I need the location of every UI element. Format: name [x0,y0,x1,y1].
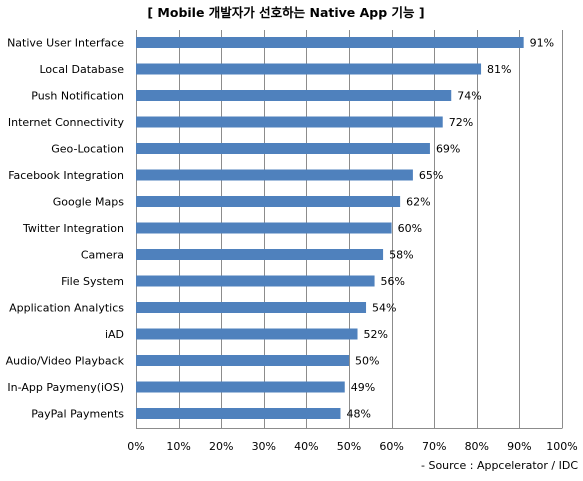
bar [136,222,392,234]
category-labels: Native User Interface Local Database Push … [6,37,125,421]
x-tick-label: 60% [379,440,403,453]
bar [136,249,384,260]
bar [136,408,341,419]
x-tick-labels: 0% 10% 20% 30% 40% 50% 60% 70% 80% 90% 100% [127,440,577,453]
category-label: Local Database [40,63,125,76]
value-label: 60% [398,222,422,235]
category-label: PayPal Payments [31,408,124,421]
value-label: 81% [487,63,511,76]
x-tick-label: 80% [465,440,489,453]
value-label: 49% [351,381,375,394]
x-tick-label: 70% [422,440,446,453]
category-label: Application Analytics [9,302,124,315]
bar [136,302,367,313]
x-tick-label: 20% [209,440,233,453]
category-label: Internet Connectivity [8,116,125,129]
value-label: 58% [389,249,413,262]
bar [136,275,375,287]
category-label: Google Maps [53,196,125,209]
category-label: Push Notification [31,90,124,103]
bar [136,355,349,366]
bar [136,63,482,75]
bar [136,37,524,48]
x-tick-label: 40% [294,440,318,453]
chart-title: [ Mobile 개발자가 선호하는 Native App 기능 ] [147,5,424,20]
category-label: Camera [81,249,124,262]
x-tick-label: 90% [507,440,531,453]
value-label: 72% [449,116,473,129]
x-tick-label: 50% [337,440,361,453]
bar [136,116,443,128]
bar [136,381,345,393]
value-label: 91% [530,37,554,50]
value-label: 54% [372,302,396,315]
value-label: 56% [381,275,405,288]
value-label: 74% [457,90,481,103]
bar [136,196,401,207]
x-tick-label: 100% [546,440,577,453]
bar [136,90,452,101]
x-tick-label: 30% [252,440,276,453]
bars [136,37,524,419]
category-label: In-App Paymeny(iOS) [7,381,124,394]
category-label: File System [61,275,124,288]
value-label: 50% [355,355,379,368]
bar [136,169,413,181]
value-label: 62% [406,196,430,209]
bar [136,328,358,340]
value-label: 48% [346,408,370,421]
bar [136,143,430,154]
category-label: Facebook Integration [8,169,124,182]
value-label: 65% [419,169,443,182]
category-label: Twitter Integration [22,222,124,235]
value-label: 52% [364,328,388,341]
category-label: iAD [105,328,124,341]
category-label: Native User Interface [7,37,124,50]
category-label: Geo-Location [51,143,124,156]
value-labels: 91% 81% 74% 72% 69% 65% 62% 60% 58% 56% 54% 52% 50% 4… [346,37,554,421]
category-label: Audio/Video Playback [6,355,125,368]
x-tick-label: 10% [166,440,190,453]
source-note: - Source : Appcelerator / IDC [421,459,578,472]
x-tick-label: 0% [127,440,144,453]
value-label: 69% [436,143,460,156]
